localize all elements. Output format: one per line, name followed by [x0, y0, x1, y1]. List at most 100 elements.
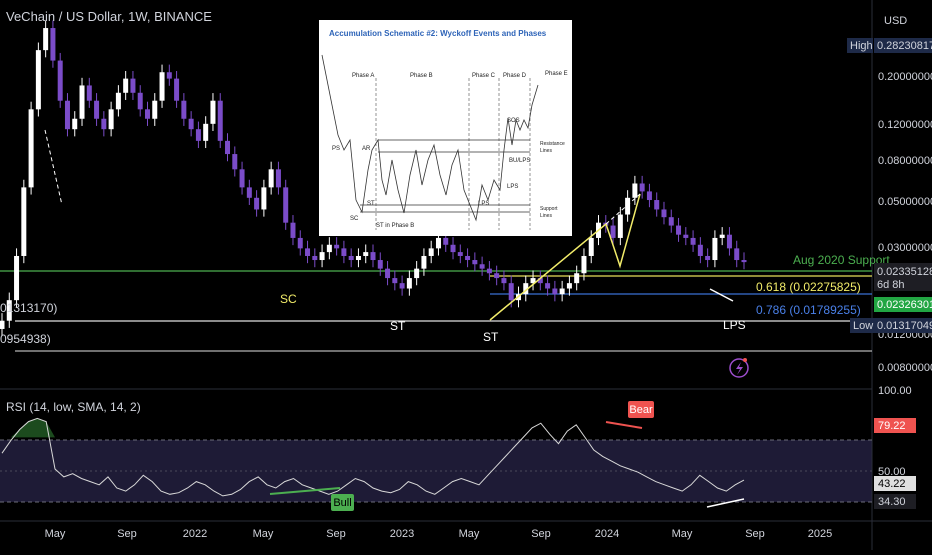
candle-body [646, 191, 652, 201]
low-tag-value: 0.01317049 [877, 320, 932, 332]
inset-sos: SOS [507, 118, 520, 124]
time-tick-label: 2025 [808, 528, 832, 540]
bull-divergence-line [269, 487, 341, 495]
candle-body [741, 260, 747, 263]
candle-body [348, 255, 354, 261]
candle-body [159, 72, 165, 101]
rsi-tag-34: 34.30 [878, 496, 906, 508]
price-tick-0: 0.20000000 [878, 71, 932, 83]
inset-resistance-2: Lines [540, 148, 552, 154]
candle-body [421, 255, 427, 269]
candle-body [617, 214, 623, 238]
candle-body [123, 78, 129, 93]
candle-body [232, 154, 238, 170]
candle-body [726, 234, 732, 249]
left-partial-label-2: 0954938) [0, 332, 51, 346]
bull-badge [331, 494, 354, 511]
candle-body [734, 248, 740, 261]
candle-body [705, 255, 711, 261]
low-tag-bg [874, 318, 932, 333]
candle-body [355, 255, 361, 261]
candle-body [152, 100, 158, 119]
candle-body [246, 187, 252, 198]
wyckoff-inset: Accumulation Schematic #2: Wyckoff Event… [319, 20, 572, 236]
candle-body [465, 255, 471, 261]
candle-body [392, 278, 398, 284]
rsi-tag-79-bg [874, 418, 916, 433]
candle-body [86, 85, 92, 101]
time-tick-label: 2024 [595, 528, 619, 540]
time-tick-label: May [459, 528, 480, 540]
candle-body [501, 278, 507, 284]
candle-body [443, 237, 449, 245]
inset-phase-d: Phase D [503, 73, 527, 79]
candle-body [610, 225, 616, 238]
candle-body [79, 85, 85, 119]
lps-label: LPS [723, 318, 746, 332]
flash-icon[interactable] [729, 358, 749, 378]
candle-body [581, 255, 587, 274]
candle-body [203, 123, 209, 141]
candle-body [94, 100, 100, 119]
rsi-tick-50: 50.00 [878, 466, 906, 478]
candle-body [312, 255, 318, 261]
candle-body [625, 197, 631, 215]
flash-bolt-icon [736, 362, 743, 375]
candle-body [632, 183, 638, 198]
candle-body [239, 169, 245, 188]
price-tick-2: 0.08000000 [878, 155, 932, 167]
candle-body [341, 248, 347, 256]
candle-body [181, 100, 187, 119]
candle-body [566, 283, 572, 289]
price-tick-1: 0.12000000 [878, 119, 932, 131]
time-tick-label: May [253, 528, 274, 540]
rsi-overbought-fill [2, 418, 64, 438]
inset-resistance-1: Resistance [540, 141, 565, 147]
candle-body [414, 268, 420, 279]
inset-phase-c: Phase C [472, 73, 496, 79]
dashed-early-line [44, 129, 63, 206]
left-partial-label-1: 01313170) [0, 301, 57, 315]
lps-divergence-line [709, 288, 734, 302]
candle-body [486, 268, 492, 274]
time-tick-label: Sep [326, 528, 346, 540]
price-tick-3: 0.05000000 [878, 196, 932, 208]
bear-badge [628, 401, 654, 418]
rsi-line [1, 417, 745, 497]
candle-body [35, 50, 41, 110]
inset-support-2: Lines [540, 213, 552, 219]
candle-body [130, 78, 136, 93]
inset-phase-b: Phase B [410, 73, 433, 79]
inset-ps: PS [332, 146, 340, 152]
current-price-tag-bg [874, 263, 932, 291]
inset-st: ST [367, 201, 375, 207]
candle-body [370, 252, 376, 261]
candle-body [377, 260, 383, 269]
candle-body [494, 273, 500, 279]
time-tick-label: 2022 [183, 528, 207, 540]
time-tick-label: Sep [117, 528, 137, 540]
candle-body [64, 100, 70, 130]
candle-body [21, 187, 27, 256]
candle-body [217, 100, 223, 141]
current-price-value: 0.02335128 [877, 266, 932, 278]
time-axis[interactable]: May Sep 2022 May Sep 2023 May Sep 2024 May Sep 2025 [45, 528, 833, 540]
candle-body [559, 288, 565, 295]
candle-body [50, 28, 56, 61]
candle-body [254, 197, 260, 210]
candle-body [268, 169, 274, 188]
high-tag-value: 0.28230817 [877, 40, 932, 52]
candle-body [14, 255, 20, 301]
candle-body [588, 237, 594, 256]
inset-sc: SC [350, 216, 359, 222]
low-tag-label: Low [853, 320, 873, 332]
dashed-trendline [605, 193, 641, 225]
candle-body [195, 129, 201, 141]
candle-body [450, 244, 456, 253]
rsi-tag-34-bg [874, 494, 916, 509]
rsi-title: RSI (14, low, SMA, 14, 2) [6, 400, 141, 414]
candle-body [719, 234, 725, 238]
candle-body [712, 237, 718, 261]
